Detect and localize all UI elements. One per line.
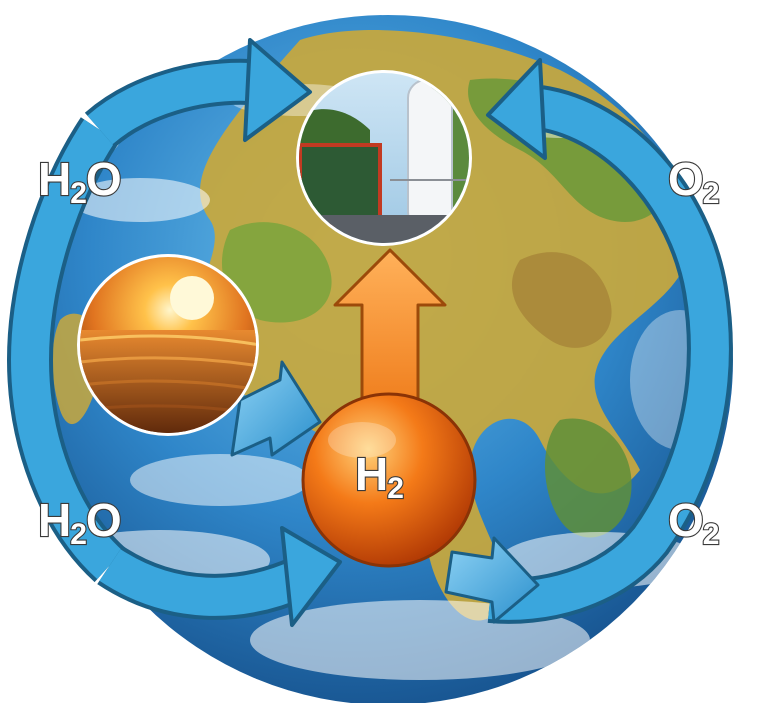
water-label-bottom: H2O <box>38 494 121 551</box>
oxygen-label-bottom: O2 <box>668 494 719 551</box>
sun-to-hydrogen-arrow <box>230 360 322 457</box>
water-cycle-arrow <box>6 38 342 627</box>
sunset-sea-photo-icon <box>77 254 259 436</box>
hydrogen-to-oxygen-arrow <box>444 536 540 624</box>
hydrogen-label: H2 <box>355 448 403 505</box>
water-label-top: H2O <box>38 153 121 210</box>
hydrogen-plant-photo-icon <box>296 70 472 246</box>
hydrogen-sphere-icon <box>301 392 477 568</box>
oxygen-label-top: O2 <box>668 153 719 210</box>
oxygen-cycle-arrow <box>486 58 733 624</box>
hydrogen-to-plant-arrow <box>333 248 447 412</box>
